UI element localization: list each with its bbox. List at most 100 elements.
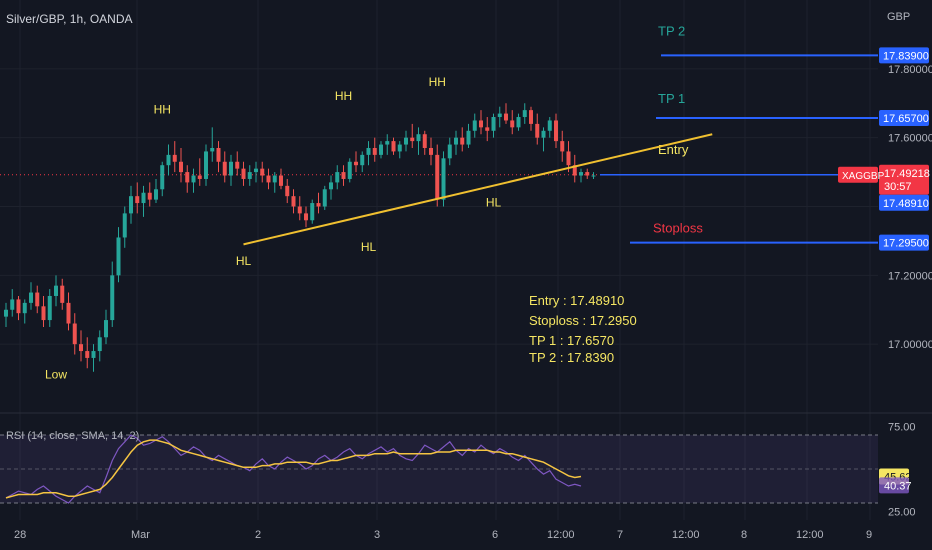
current-badge-bg [879, 164, 929, 195]
candle-body [235, 161, 240, 169]
rsi-tick: 75.00 [888, 422, 916, 434]
price-tick: 17.20000 [888, 270, 932, 282]
swing-label-hl: HL [486, 196, 502, 210]
current-price-text: 17.49218 [884, 168, 930, 180]
candle-body [579, 172, 583, 176]
time-tick: 6 [492, 529, 498, 541]
candle-body [441, 158, 446, 200]
candle-body [4, 309, 8, 317]
candle-body [485, 127, 490, 131]
tp2-price-badge: 17.83900 [879, 47, 929, 64]
candle-body [410, 137, 415, 142]
candle-body [454, 137, 458, 145]
candle-body [216, 147, 221, 162]
entry-price-badge: 17.48910 [879, 194, 929, 211]
candle-body [110, 275, 115, 321]
candle-body [466, 130, 471, 145]
candle-body [354, 161, 358, 166]
candle-body [479, 120, 483, 128]
price-tick: 17.60000 [888, 133, 932, 145]
candle-body [554, 120, 558, 142]
candle-body [247, 172, 252, 179]
swing-label-hl: HL [361, 240, 377, 254]
stoploss-badge-bg [879, 234, 929, 251]
candle-body [172, 154, 177, 162]
currency-label: GBP [887, 11, 910, 23]
candle-body [404, 137, 408, 145]
tp1-price-badge: 17.65700 [879, 110, 929, 127]
candle-body [141, 192, 146, 204]
candle-body [447, 144, 452, 159]
candle-body [85, 351, 90, 358]
candle-body [291, 196, 296, 207]
candle-body [279, 175, 283, 186]
candle-body [154, 189, 158, 200]
price-axis[interactable]: 17.80000 17.60000 17.20000 17.00000 [888, 64, 932, 351]
symbol-badge-text: XAGGBP [842, 171, 885, 182]
candles [4, 103, 596, 372]
candle-body [54, 285, 58, 296]
rsi-badge-text: 40.37 [884, 480, 912, 492]
candle-body [560, 141, 565, 152]
candle-body [16, 299, 21, 314]
candle-body [329, 182, 333, 190]
time-tick: 12:00 [796, 529, 824, 541]
candle-body [229, 161, 233, 176]
candle-body [185, 172, 190, 183]
tp2-badge-text: 17.83900 [883, 50, 929, 62]
candle-body [72, 323, 77, 345]
candle-body [522, 110, 527, 118]
candle-body [516, 117, 521, 128]
candle-body [497, 113, 502, 118]
candle-body [360, 154, 365, 166]
tp1-badge-text: 17.65700 [883, 113, 929, 125]
candle-body [435, 154, 440, 200]
chart-title: Silver/GBP, 1h, OANDA [6, 12, 133, 26]
time-tick: 28 [14, 529, 26, 541]
entry-badge-text: 17.48910 [883, 198, 929, 210]
candle-body [304, 213, 308, 221]
candle-body [341, 172, 346, 179]
candle-body [385, 141, 390, 145]
candle-body [585, 172, 590, 176]
summary-tp2: TP 2 : 17.8390 [529, 350, 614, 365]
trend-line[interactable] [243, 133, 713, 246]
candle-body [179, 161, 183, 173]
candle-body [347, 161, 352, 179]
time-tick: 9 [866, 529, 872, 541]
summary-tp1: TP 1 : 17.6570 [529, 333, 614, 348]
candle-body [197, 175, 202, 179]
candle-body [79, 344, 83, 352]
swing-label-hh: HH [429, 75, 446, 89]
tp2-label: TP 2 [658, 23, 685, 38]
candle-body [160, 165, 165, 190]
swing-label-hh: HH [335, 89, 352, 103]
time-tick: 12:00 [547, 529, 575, 541]
candle-body [535, 123, 540, 138]
candle-body [472, 120, 477, 131]
rsi-pane[interactable]: RSI (14, close, SMA, 14, 2) 75.00 25.00 … [0, 422, 916, 519]
candle-body [204, 151, 208, 179]
candle-body [210, 147, 215, 152]
candle-body [266, 175, 271, 183]
countdown-text: 30:57 [884, 181, 912, 193]
candle-body [391, 141, 396, 152]
candle-body [272, 175, 277, 183]
time-tick: 12:00 [672, 529, 700, 541]
candle-body [122, 213, 127, 238]
candle-body [416, 134, 421, 142]
time-axis[interactable]: 28 Mar 2 3 6 12:00 7 12:00 8 12:00 9 [14, 529, 872, 541]
candle-body [504, 113, 508, 121]
candle-body [322, 189, 327, 207]
time-tick: Mar [131, 529, 150, 541]
candle-body [372, 147, 377, 155]
trade-summary: Entry : 17.48910 Stoploss : 17.2950 TP 1… [529, 293, 637, 365]
summary-stoploss: Stoploss : 17.2950 [529, 313, 637, 328]
rsi-badge-bg [879, 477, 909, 494]
price-tick: 17.80000 [888, 64, 932, 76]
candle-body [222, 161, 227, 176]
candle-body [529, 110, 533, 124]
stoploss-price-badge: 17.29500 [879, 234, 929, 251]
candle-body [254, 168, 258, 173]
